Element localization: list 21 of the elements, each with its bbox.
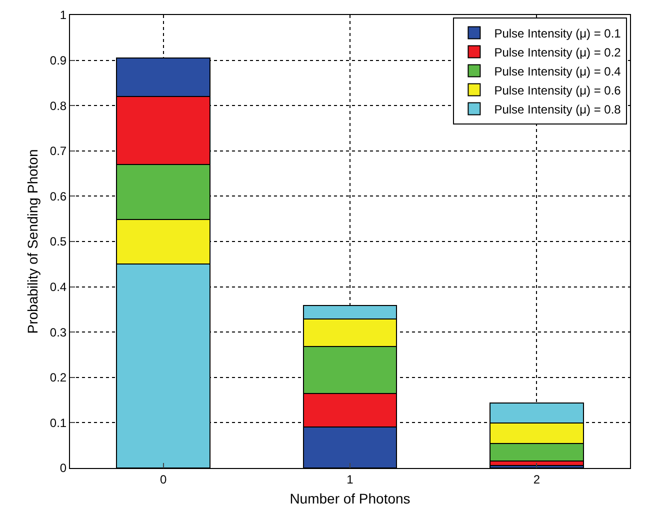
- legend-label: Pulse Intensity (μ) = 0.8: [494, 102, 622, 116]
- y-tick-label: 0.7: [50, 144, 67, 158]
- legend-label: Pulse Intensity (μ) = 0.4: [494, 64, 622, 78]
- legend-label: Pulse Intensity (μ) = 0.1: [494, 26, 622, 40]
- y-tick-label: 0.4: [50, 280, 67, 294]
- x-tick-label: 1: [346, 472, 354, 486]
- legend-label: Pulse Intensity (μ) = 0.6: [494, 83, 622, 98]
- y-tick-label: 0.8: [50, 98, 67, 113]
- legend-label: Pulse Intensity (μ) = 0.2: [494, 45, 622, 60]
- y-tick-label: 1: [60, 8, 67, 22]
- x-axis-title: Number of Photons: [290, 490, 410, 507]
- y-tick-label: 0.9: [50, 54, 67, 68]
- y-tick-label: 0.3: [50, 325, 67, 340]
- y-tick-label: 0.1: [50, 416, 67, 430]
- y-tick-label: 0.6: [50, 189, 67, 204]
- y-tick-label: 0.2: [50, 370, 67, 385]
- x-tick-label: 2: [533, 472, 540, 486]
- y-tick-label: 0.5: [50, 234, 67, 249]
- y-axis-title: Probability of Sending Photon: [24, 149, 41, 334]
- y-tick-label: 0: [60, 461, 67, 476]
- x-tick-label: 0: [160, 472, 167, 486]
